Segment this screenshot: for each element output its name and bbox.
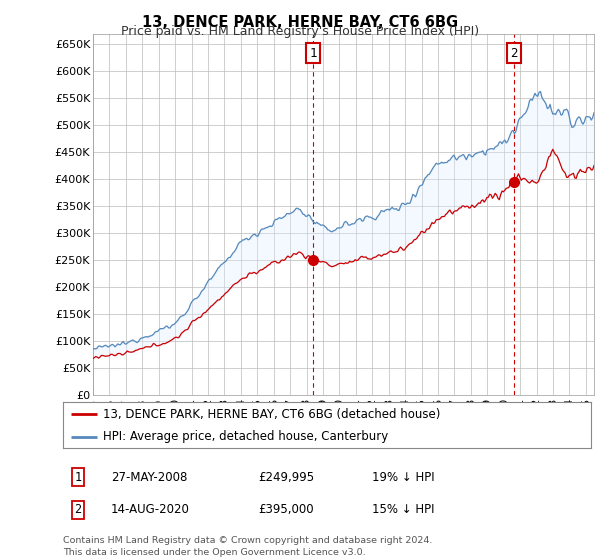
Text: Contains HM Land Registry data © Crown copyright and database right 2024.
This d: Contains HM Land Registry data © Crown c… bbox=[63, 536, 433, 557]
Text: 14-AUG-2020: 14-AUG-2020 bbox=[111, 503, 190, 516]
Text: Price paid vs. HM Land Registry's House Price Index (HPI): Price paid vs. HM Land Registry's House … bbox=[121, 25, 479, 38]
Text: 15% ↓ HPI: 15% ↓ HPI bbox=[372, 503, 434, 516]
Text: 13, DENCE PARK, HERNE BAY, CT6 6BG (detached house): 13, DENCE PARK, HERNE BAY, CT6 6BG (deta… bbox=[103, 408, 440, 421]
Text: £395,000: £395,000 bbox=[258, 503, 314, 516]
Text: 13, DENCE PARK, HERNE BAY, CT6 6BG: 13, DENCE PARK, HERNE BAY, CT6 6BG bbox=[142, 15, 458, 30]
Text: 1: 1 bbox=[309, 47, 317, 60]
Text: £249,995: £249,995 bbox=[258, 470, 314, 484]
Text: HPI: Average price, detached house, Canterbury: HPI: Average price, detached house, Cant… bbox=[103, 430, 388, 443]
Text: 19% ↓ HPI: 19% ↓ HPI bbox=[372, 470, 434, 484]
Text: 2: 2 bbox=[510, 47, 518, 60]
Text: 1: 1 bbox=[74, 470, 82, 484]
Text: 2: 2 bbox=[74, 503, 82, 516]
Text: 27-MAY-2008: 27-MAY-2008 bbox=[111, 470, 187, 484]
